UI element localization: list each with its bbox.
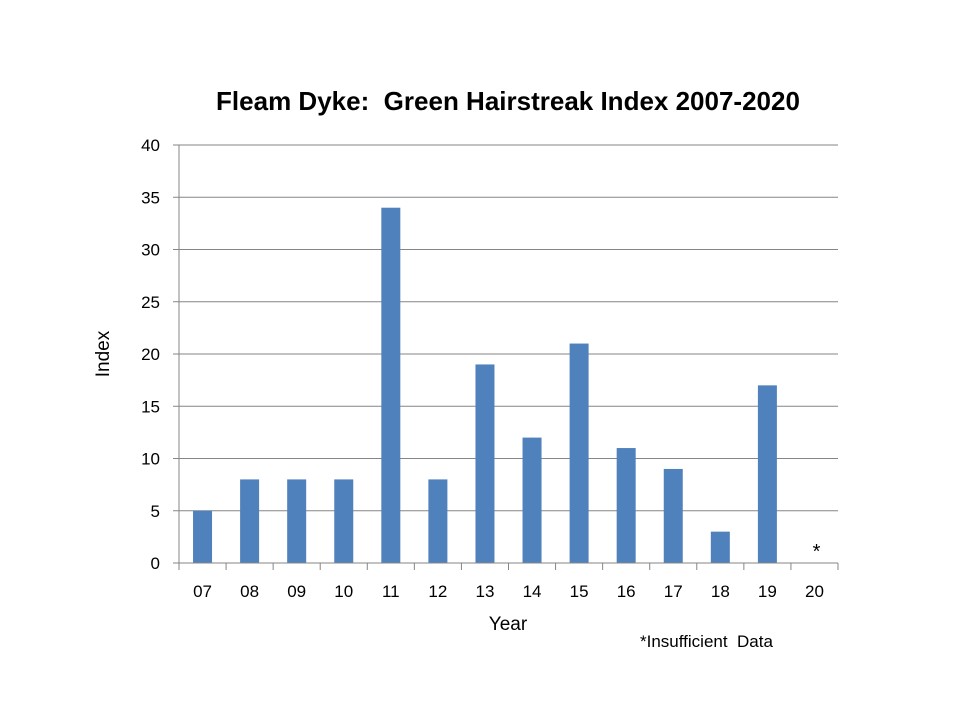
bar	[757, 385, 777, 563]
x-tick-label: 07	[193, 582, 212, 601]
bar	[569, 343, 589, 563]
x-tick-label: 17	[664, 582, 683, 601]
bar	[710, 531, 730, 563]
x-tick-label: 11	[382, 582, 400, 601]
x-tick-label: 16	[617, 582, 636, 601]
y-tick-label: 40	[141, 136, 160, 155]
x-tick-label: 19	[758, 582, 777, 601]
bar	[334, 479, 354, 563]
footnote: *Insufficient Data	[640, 632, 773, 651]
bar	[287, 479, 307, 563]
bar	[428, 479, 448, 563]
x-tick-labels: 07 08 09 10 11 12 13 14 15 16 17 18 19 20	[193, 582, 824, 601]
bar	[616, 448, 636, 563]
y-tick-label: 30	[141, 241, 160, 260]
bar	[663, 468, 683, 563]
y-tick-labels: 0 5 10 15 20 25 30 35 40	[141, 136, 160, 573]
y-tick-label: 5	[151, 502, 160, 521]
x-tick-label: 13	[476, 582, 495, 601]
x-tick-label: 18	[711, 582, 730, 601]
y-axis-label: Index	[93, 330, 114, 377]
y-tick-label: 15	[141, 397, 160, 416]
chart-title: Fleam Dyke: Green Hairstreak Index 2007-…	[216, 86, 800, 116]
y-tick-label: 10	[141, 450, 160, 469]
x-tick-label: 08	[240, 582, 259, 601]
x-axis-label: Year	[489, 614, 528, 635]
x-tick-label: 14	[523, 582, 542, 601]
x-tick-label: 09	[287, 582, 306, 601]
bar	[475, 364, 495, 563]
y-tick-label: 25	[141, 293, 160, 312]
x-tick-label: 20	[805, 582, 824, 601]
x-tick-label: 12	[428, 582, 447, 601]
bar	[381, 207, 401, 563]
x-tick-label: 15	[570, 582, 589, 601]
x-tick-label: 10	[334, 582, 353, 601]
y-tick-label: 35	[141, 188, 160, 207]
bar	[193, 510, 213, 563]
bars: *	[193, 207, 821, 563]
gridlines	[179, 144, 838, 512]
y-tick-label: 20	[141, 345, 160, 364]
axes	[173, 144, 839, 570]
bar	[240, 479, 260, 563]
y-tick-label: 0	[151, 554, 160, 573]
missing-data-marker: *	[813, 541, 821, 563]
bar	[522, 437, 542, 563]
